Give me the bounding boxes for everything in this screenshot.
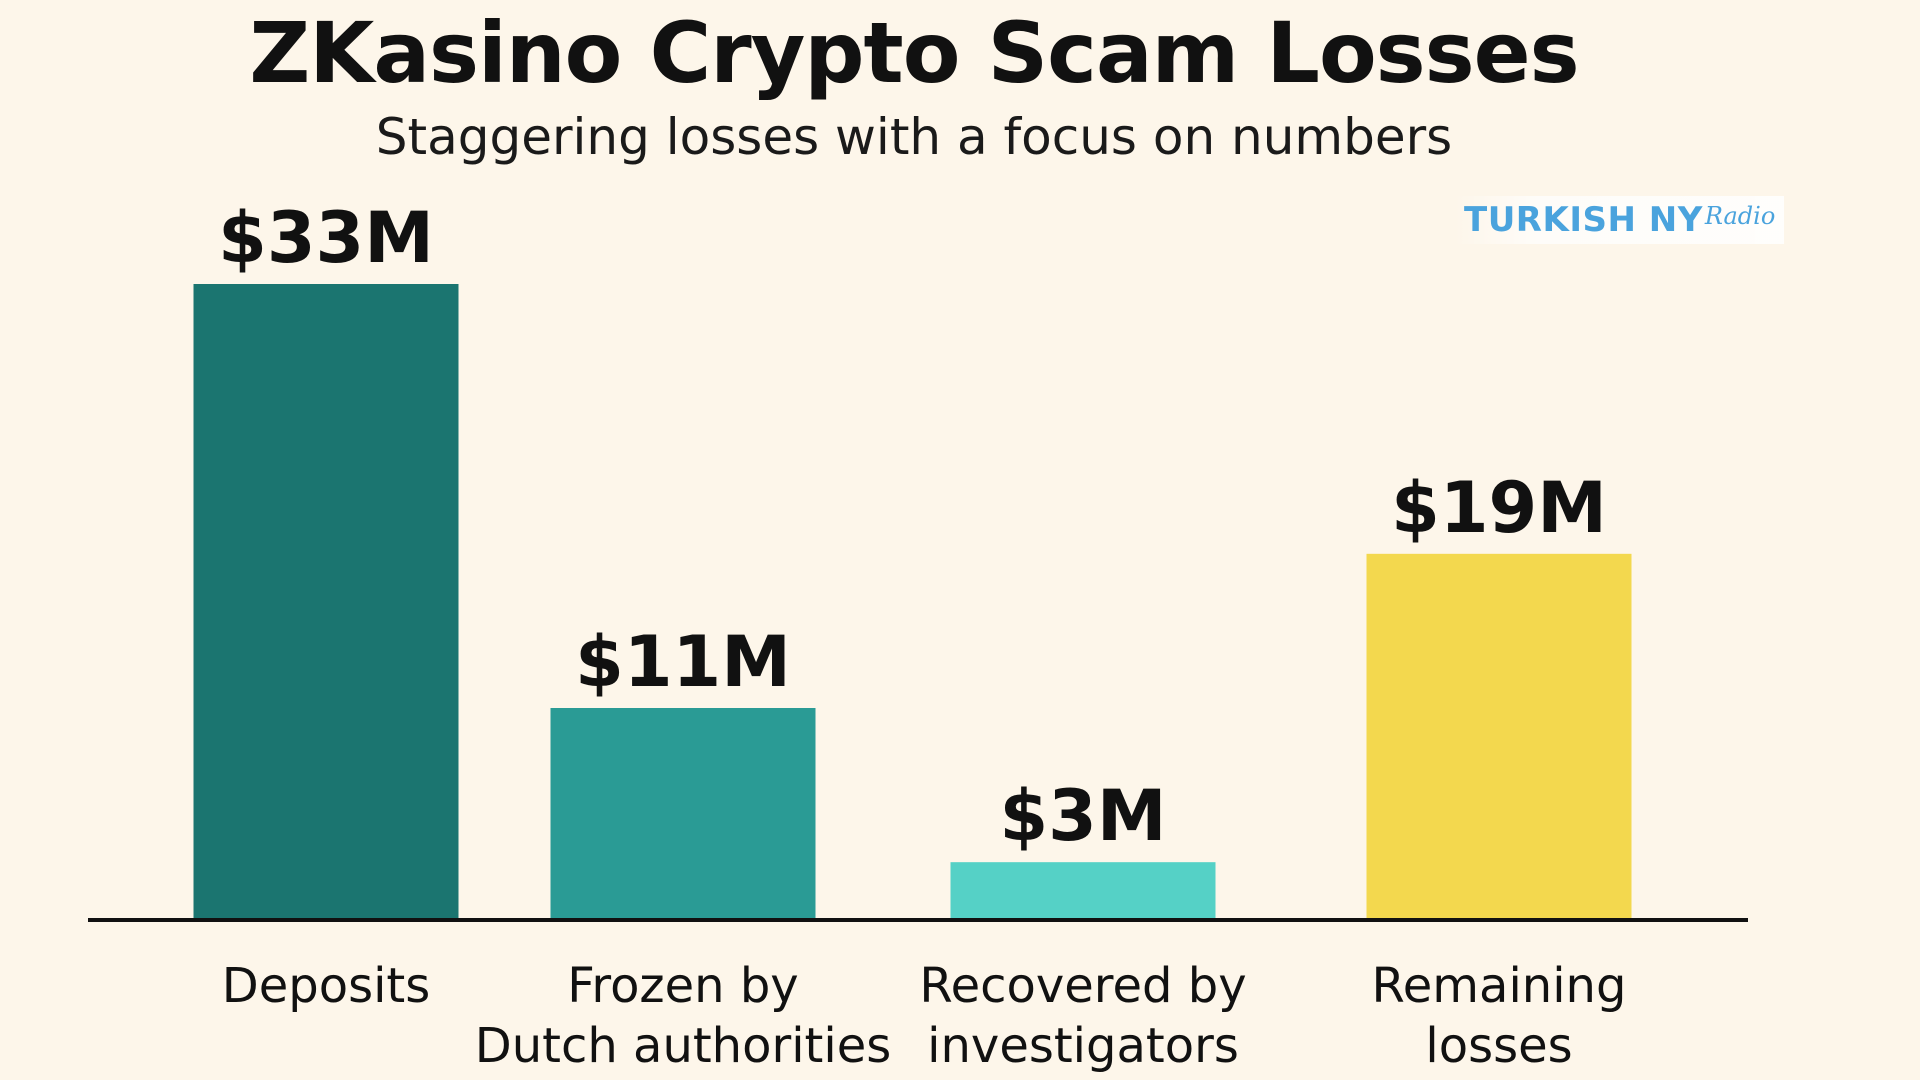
brand-main-text: TURKISH NY xyxy=(1464,200,1703,240)
value-label-2: $11M xyxy=(575,621,791,703)
chart-title: ZKasino Crypto Scam Losses xyxy=(249,4,1579,102)
chart-subtitle: Staggering losses with a focus on number… xyxy=(375,108,1453,166)
category-label-2-line-1: Frozen by xyxy=(567,958,798,1014)
category-label-4-line-2: losses xyxy=(1425,1018,1572,1074)
bar-1 xyxy=(193,284,459,920)
value-label-3: $3M xyxy=(999,775,1166,857)
brand-watermark: TURKISH NY Radio xyxy=(1454,196,1784,244)
category-label-3-line-2: investigators xyxy=(927,1018,1239,1074)
bar-4 xyxy=(1366,553,1632,920)
brand-script-text: Radio xyxy=(1704,202,1776,230)
category-label-3-line-1: Recovered by xyxy=(919,958,1246,1014)
category-label-4-line-1: Remaining xyxy=(1372,958,1627,1014)
bar-2 xyxy=(550,708,816,920)
value-label-4: $19M xyxy=(1391,467,1607,549)
category-label-1: Deposits xyxy=(222,958,431,1014)
bar-3 xyxy=(950,862,1216,920)
category-label-2-line-2: Dutch authorities xyxy=(475,1018,891,1074)
value-label-1: $33M xyxy=(218,197,434,279)
